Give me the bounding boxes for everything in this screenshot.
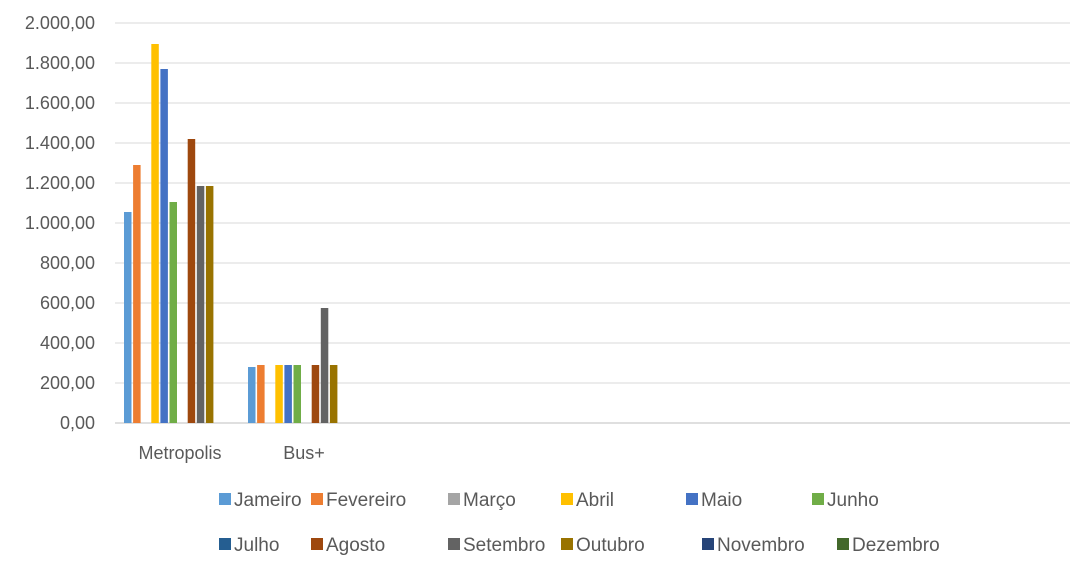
legend-label: Julho <box>234 535 279 556</box>
legend-label: Fevereiro <box>326 490 406 511</box>
bar <box>124 212 132 423</box>
legend-swatch <box>561 493 573 505</box>
bar <box>160 69 168 423</box>
bar <box>187 139 196 423</box>
y-tick-label: 200,00 <box>40 373 95 393</box>
y-tick-label: 1.800,00 <box>25 53 95 73</box>
bar <box>133 165 141 423</box>
legend-item: Setembro <box>448 535 545 556</box>
bar <box>248 367 256 423</box>
bar <box>196 186 205 423</box>
legend-item: Março <box>448 490 516 511</box>
legend-item: Outubro <box>561 535 645 556</box>
bar <box>205 186 214 423</box>
bar <box>293 365 301 423</box>
legend-swatch <box>219 493 231 505</box>
legend-item: Novembro <box>702 535 805 556</box>
y-tick-label: 2.000,00 <box>25 13 95 33</box>
gridlines <box>115 22 1070 424</box>
legend-item: Agosto <box>311 535 385 556</box>
legend: Jameiro Fevereiro Março Abril Maio Junho Julho… <box>219 490 940 556</box>
y-axis: 0,00 200,00 400,00 600,00 800,00 1.000,00 1.20… <box>25 13 95 433</box>
legend-label: Março <box>463 490 516 511</box>
y-tick-label: 0,00 <box>60 413 95 433</box>
x-tick-label: Bus+ <box>283 443 325 463</box>
legend-label: Agosto <box>326 535 385 556</box>
y-tick-label: 400,00 <box>40 333 95 353</box>
legend-swatch <box>311 538 323 550</box>
bar <box>284 365 292 423</box>
legend-swatch <box>448 493 460 505</box>
bar <box>275 365 283 423</box>
bar <box>257 365 265 423</box>
legend-item: Julho <box>219 535 279 556</box>
legend-label: Junho <box>827 490 879 511</box>
legend-item: Junho <box>812 490 879 511</box>
legend-item: Abril <box>561 490 614 511</box>
legend-swatch <box>561 538 573 550</box>
legend-label: Dezembro <box>852 535 940 556</box>
legend-swatch <box>702 538 714 550</box>
bars <box>124 44 338 423</box>
bar <box>151 44 159 423</box>
y-tick-label: 600,00 <box>40 293 95 313</box>
legend-item: Maio <box>686 490 742 511</box>
legend-label: Outubro <box>576 535 645 556</box>
bar <box>311 365 320 423</box>
y-tick-label: 1.000,00 <box>25 213 95 233</box>
legend-swatch <box>686 493 698 505</box>
legend-label: Maio <box>701 490 742 511</box>
legend-swatch <box>311 493 323 505</box>
y-tick-label: 1.400,00 <box>25 133 95 153</box>
legend-swatch <box>812 493 824 505</box>
legend-swatch <box>219 538 231 550</box>
x-axis: Metropolis Bus+ <box>138 443 324 463</box>
y-tick-label: 1.200,00 <box>25 173 95 193</box>
bar <box>320 308 329 423</box>
bar <box>329 365 338 423</box>
bar <box>169 202 177 423</box>
legend-swatch <box>837 538 849 550</box>
legend-item: Jameiro <box>219 490 302 511</box>
legend-item: Dezembro <box>837 535 940 556</box>
legend-label: Setembro <box>463 535 545 556</box>
legend-label: Novembro <box>717 535 805 556</box>
legend-label: Jameiro <box>234 490 302 511</box>
y-tick-label: 800,00 <box>40 253 95 273</box>
legend-item: Fevereiro <box>311 490 406 511</box>
x-tick-label: Metropolis <box>138 443 221 463</box>
legend-swatch <box>448 538 460 550</box>
y-tick-label: 1.600,00 <box>25 93 95 113</box>
legend-label: Abril <box>576 490 614 511</box>
